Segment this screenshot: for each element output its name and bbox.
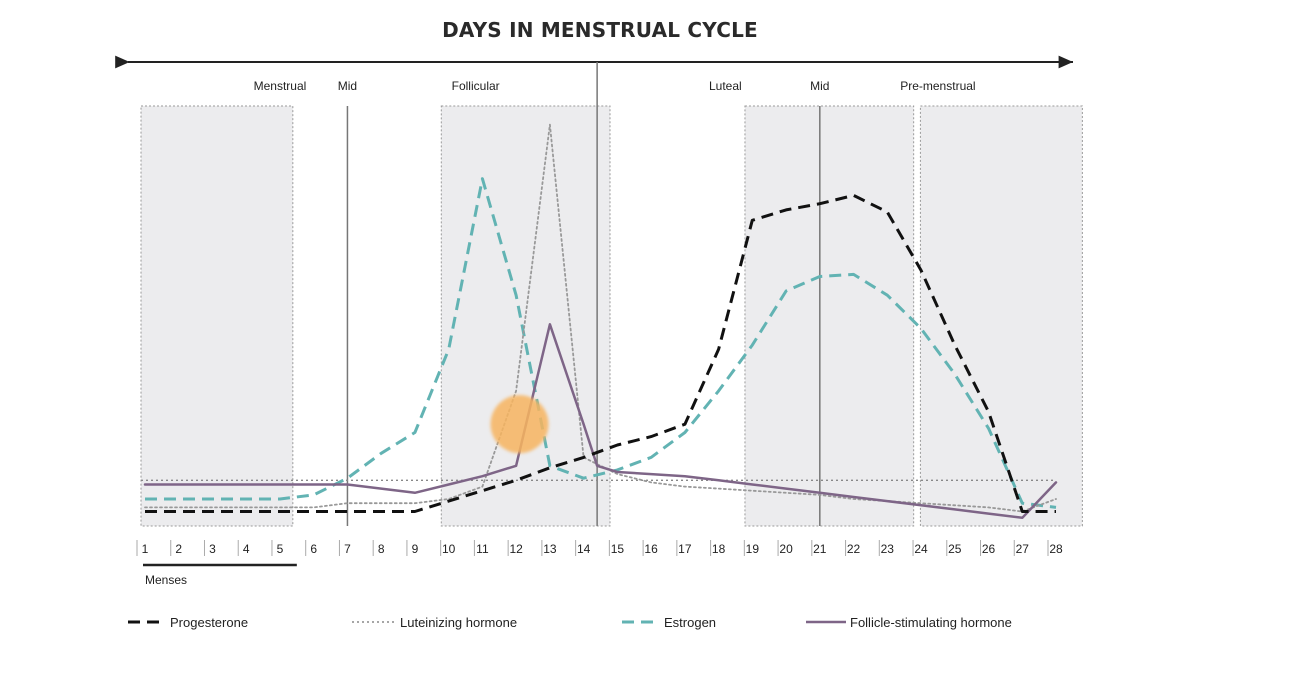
phase-label-5: Mid — [810, 79, 829, 93]
tick-label-8: 8 — [378, 542, 385, 556]
tick-label-16: 16 — [644, 542, 658, 556]
tick-label-25: 25 — [948, 542, 962, 556]
tick-label-12: 12 — [509, 542, 523, 556]
tick-label-2: 2 — [175, 542, 182, 556]
tick-label-11: 11 — [476, 542, 489, 556]
phase-label-2: Mid — [338, 79, 357, 93]
series-line-estrogen — [145, 177, 1057, 509]
legend-label-follicle-stimulating-hormone: Follicle-stimulating hormone — [850, 615, 1012, 630]
phase-labels: Menstrual Mid Follicular Luteal Mid Pre-menst… — [254, 79, 976, 93]
ovulation-marker — [490, 395, 549, 454]
tick-label-28: 28 — [1049, 542, 1063, 556]
tick-label-27: 27 — [1016, 542, 1030, 556]
tick-label-26: 26 — [982, 542, 996, 556]
tick-label-4: 4 — [243, 542, 250, 556]
tick-label-20: 20 — [779, 542, 793, 556]
tick-label-22: 22 — [847, 542, 861, 556]
tick-label-10: 10 — [442, 542, 456, 556]
tick-label-3: 3 — [209, 542, 216, 556]
shaded-phase-1 — [140, 105, 294, 527]
tick-label-6: 6 — [310, 542, 317, 556]
legend-label-estrogen: Estrogen — [664, 615, 716, 630]
x-axis-ticks: 1 2 3 4 5 6 7 8 9 10 11 12 13 14 15 16 17 18 19 20 21 22 23 24 2… — [136, 540, 1063, 556]
menses-label: Menses — [145, 573, 187, 587]
series-line-follicle-stimulating-hormone — [143, 323, 1058, 520]
chart-title: DAYS IN MENSTRUAL CYCLE — [442, 18, 758, 42]
tick-label-21: 21 — [813, 542, 827, 556]
phase-label-3: Follicular — [452, 79, 500, 93]
phase-label-4: Luteal — [709, 79, 742, 93]
series-line-progesterone — [145, 193, 1056, 513]
legend: Progesterone Luteinizing hormone Estrogen F… — [128, 615, 1012, 630]
tick-label-19: 19 — [746, 542, 760, 556]
tick-label-18: 18 — [712, 542, 726, 556]
tick-label-7: 7 — [344, 542, 351, 556]
shaded-phase-4 — [919, 105, 1083, 527]
vertical-dividers — [346, 62, 821, 526]
tick-label-24: 24 — [914, 542, 928, 556]
series-lines — [143, 123, 1058, 520]
tick-label-5: 5 — [277, 542, 284, 556]
legend-label-progesterone: Progesterone — [170, 615, 248, 630]
tick-label-9: 9 — [412, 542, 419, 556]
tick-label-23: 23 — [881, 542, 895, 556]
tick-label-13: 13 — [543, 542, 557, 556]
tick-label-17: 17 — [678, 542, 692, 556]
legend-label-luteinizing-hormone: Luteinizing hormone — [400, 615, 517, 630]
phase-label-1: Menstrual — [254, 79, 307, 93]
tick-label-14: 14 — [577, 542, 591, 556]
shaded-phase-3 — [744, 105, 915, 527]
tick-label-1: 1 — [142, 542, 149, 556]
tick-label-15: 15 — [611, 542, 625, 556]
phase-label-6: Pre-menstrual — [900, 79, 975, 93]
